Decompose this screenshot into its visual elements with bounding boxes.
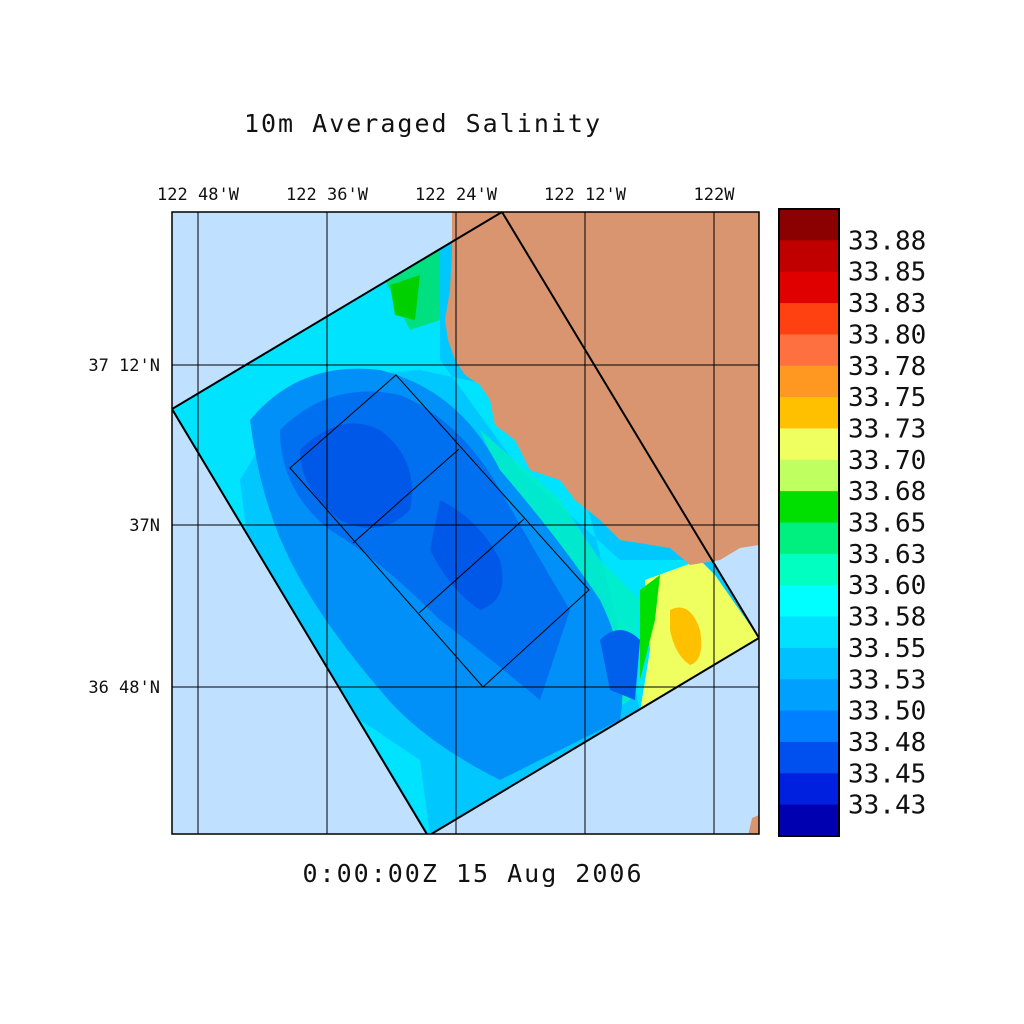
- lon-label: 122 24'W: [415, 185, 498, 205]
- colorbar-swatch: [779, 585, 839, 618]
- colorbar-label: 33.68: [848, 477, 926, 507]
- lon-label: 122W: [694, 185, 736, 205]
- colorbar-swatch: [779, 710, 839, 743]
- colorbar-label: 33.58: [848, 603, 926, 633]
- salinity-field: [172, 212, 759, 834]
- colorbar-label: 33.80: [848, 320, 926, 350]
- lat-label: 37N: [129, 516, 160, 536]
- colorbar-swatch: [779, 553, 839, 586]
- map-title: 10m Averaged Salinity: [244, 109, 602, 138]
- colorbar-label: 33.43: [848, 791, 926, 821]
- colorbar-swatch: [779, 804, 839, 837]
- colorbar-swatch: [779, 491, 839, 523]
- map-area: [172, 212, 759, 834]
- colorbar-swatch: [779, 459, 839, 492]
- colorbar-swatch: [779, 773, 839, 806]
- lon-label: 122 12'W: [544, 185, 627, 205]
- colorbar-swatch: [779, 616, 839, 649]
- colorbar-swatch: [779, 271, 839, 304]
- lon-label: 122 36'W: [286, 185, 369, 205]
- lat-label: 37 12'N: [88, 356, 160, 376]
- colorbar-label: 33.70: [848, 446, 926, 476]
- subdomain-boxes: [289, 374, 590, 688]
- lon-label: 122 48'W: [157, 185, 240, 205]
- colorbar-label: 33.45: [848, 759, 926, 789]
- colorbar-swatch: [779, 647, 839, 680]
- graticule: [172, 212, 759, 834]
- latitude-labels: 37 12'N 37N 36 48'N: [88, 356, 160, 698]
- colorbar-label: 33.63: [848, 540, 926, 570]
- colorbar-label: 33.75: [848, 383, 926, 413]
- timestamp: 0:00:00Z 15 Aug 2006: [302, 859, 643, 888]
- colorbar-frame: [778, 208, 840, 837]
- coastline-land: [445, 212, 759, 565]
- colorbar-swatch: [779, 428, 839, 461]
- colorbar-label: 33.73: [848, 414, 926, 444]
- colorbar-swatch: [779, 522, 839, 555]
- colorbar-label: 33.83: [848, 289, 926, 319]
- colorbar-label: 33.78: [848, 352, 926, 382]
- colorbar-swatch: [779, 397, 839, 429]
- colorbar-swatch: [779, 209, 839, 241]
- colorbar-label: 33.60: [848, 571, 926, 601]
- colorbar-label: 33.65: [848, 509, 926, 539]
- coastline-land-fragment: [748, 815, 759, 834]
- colorbar-swatch: [779, 365, 839, 398]
- colorbar-swatch: [779, 334, 839, 367]
- colorbar-label: 33.48: [848, 728, 926, 758]
- colorbar-swatch: [779, 303, 839, 335]
- model-domain-outline: [172, 212, 759, 834]
- colorbar-label: 33.55: [848, 634, 926, 664]
- colorbar-swatch: [779, 679, 839, 712]
- colorbar-label: 33.85: [848, 258, 926, 288]
- colorbar-swatch: [779, 741, 839, 774]
- colorbar-label: 33.50: [848, 697, 926, 727]
- longitude-labels: 122 48'W 122 36'W 122 24'W 122 12'W 122W: [157, 185, 735, 205]
- lat-label: 36 48'N: [88, 678, 160, 698]
- map-frame: [171, 211, 760, 835]
- colorbar-swatch: [779, 240, 839, 273]
- colorbar-label: 33.53: [848, 665, 926, 695]
- colorbar: 33.8833.8533.8333.8033.7833.7533.7333.70…: [778, 208, 926, 837]
- colorbar-label: 33.88: [848, 226, 926, 256]
